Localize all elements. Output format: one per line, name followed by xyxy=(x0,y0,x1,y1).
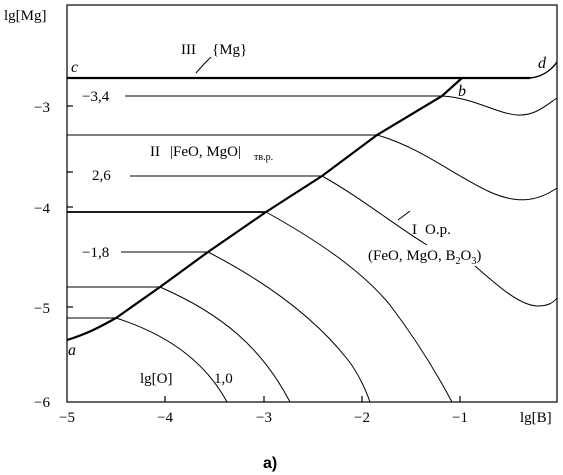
region-II-label: II |FeO, MgO| тв.р. xyxy=(150,144,273,163)
y-axis-title: lg[Mg] xyxy=(4,8,47,24)
point-label-b: b xyxy=(458,83,466,100)
isoline-labels: −3,4 2,6 −1,8 lg[O] 1,0 xyxy=(82,89,233,387)
y-tick-label: −5 xyxy=(34,301,50,317)
svg-text:2,6: 2,6 xyxy=(92,168,111,184)
svg-text:|FeO, MgO|: |FeO, MgO| xyxy=(170,144,241,160)
x-tick-label: −1 xyxy=(452,410,468,426)
svg-text:О.р.: О.р. xyxy=(425,222,451,238)
svg-text:lg[O]: lg[O] xyxy=(140,371,173,387)
x-tick-label: −4 xyxy=(157,410,173,426)
x-tick-label: −2 xyxy=(354,410,370,426)
x-tick-label: −5 xyxy=(59,410,75,426)
svg-text:III: III xyxy=(181,42,196,58)
y-tick-label: −6 xyxy=(34,395,50,411)
svg-text:−3,4: −3,4 xyxy=(82,89,110,105)
plot-frame xyxy=(66,4,558,403)
isolines-oxide-melt xyxy=(115,95,558,403)
x-tick-label: −3 xyxy=(256,410,272,426)
y-tick-label: −4 xyxy=(34,201,50,217)
svg-text:тв.р.: тв.р. xyxy=(254,152,273,163)
y-tick-label: −3 xyxy=(34,100,50,116)
point-label-d: d xyxy=(538,55,547,72)
x-axis xyxy=(164,396,461,402)
point-label-c: c xyxy=(71,59,78,76)
phase-boundaries xyxy=(66,56,558,342)
svg-text:1,0: 1,0 xyxy=(214,371,233,387)
svg-text:−1,8: −1,8 xyxy=(82,245,109,261)
y-axis xyxy=(67,105,73,308)
figure-caption: а) xyxy=(263,455,277,472)
point-label-a: a xyxy=(68,342,76,359)
svg-text:II: II xyxy=(150,144,160,160)
region-III-label: III {Mg} xyxy=(181,42,247,58)
svg-text:{Mg}: {Mg} xyxy=(212,42,247,58)
svg-text:I: I xyxy=(412,222,417,238)
x-axis-title: lg[B] xyxy=(520,410,552,426)
svg-text:(FeO, MgO, B2O3): (FeO, MgO, B2O3) xyxy=(368,248,481,267)
region-I-label: I О.р. (FeO, MgO, B2O3) xyxy=(368,222,481,267)
isolines-solid-oxide xyxy=(67,95,442,319)
